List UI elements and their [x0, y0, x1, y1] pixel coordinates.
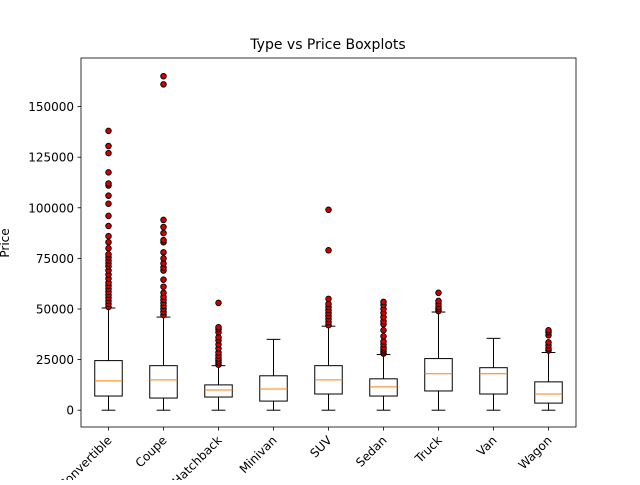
outlier-point: [160, 223, 167, 231]
box-iqr: [424, 358, 453, 392]
outlier-point: [380, 326, 387, 334]
outlier-point: [105, 251, 112, 258]
outlier-point: [105, 127, 112, 135]
outlier-point: [105, 142, 112, 150]
outlier-point: [105, 169, 112, 176]
x-tick-label: Sedan: [353, 433, 389, 469]
x-tick-label: Wagon: [516, 433, 555, 472]
box-truck: [424, 289, 453, 411]
x-tick-label: Van: [474, 433, 500, 459]
y-tick-label: 125000: [28, 151, 74, 165]
x-tick-label: SUV: [307, 433, 335, 461]
box-hatchback: [204, 299, 233, 411]
box-iqr: [534, 381, 563, 404]
y-tick-label: 75000: [36, 252, 74, 266]
outlier-point: [105, 149, 112, 157]
y-tick-label: 100000: [28, 201, 74, 215]
outlier-point: [160, 249, 167, 256]
box-wagon: [534, 326, 563, 411]
x-tick-label: Hatchback: [170, 433, 225, 480]
outlier-point: [105, 200, 112, 207]
outlier-point: [105, 192, 112, 199]
box-van: [479, 337, 508, 411]
outlier-point: [160, 229, 167, 237]
plot-area: 0 25000 50000 75000 100000 125000 150000 Conver…: [28, 57, 577, 480]
outlier-point: [105, 180, 112, 187]
box-iqr: [369, 378, 398, 397]
outlier-point: [105, 238, 112, 246]
box-iqr: [479, 367, 508, 395]
chart-title: Type vs Price Boxplots: [249, 37, 405, 53]
x-tick-label: Truck: [412, 433, 445, 466]
outlier-point: [545, 339, 552, 346]
box-iqr: [94, 360, 123, 397]
outlier-point: [160, 81, 167, 88]
outlier-point: [380, 298, 387, 306]
outlier-point: [160, 276, 167, 283]
outlier-point: [105, 212, 112, 220]
outlier-point: [325, 206, 332, 214]
outlier-point: [160, 289, 167, 297]
box-iqr: [259, 375, 288, 402]
x-tick-label: Minivan: [237, 433, 280, 476]
box-minivan: [259, 338, 288, 411]
outlier-point: [380, 333, 387, 340]
outlier-point: [105, 232, 112, 240]
box-iqr: [204, 384, 233, 398]
box-convertible: [94, 127, 123, 411]
outlier-point: [160, 283, 167, 290]
outlier-point: [160, 255, 167, 262]
box-suv: [314, 206, 343, 411]
outlier-point: [325, 247, 332, 254]
outlier-point: [105, 245, 112, 252]
outlier-point: [160, 236, 167, 244]
y-tick-label: 150000: [28, 100, 74, 114]
outlier-point: [215, 323, 222, 331]
outlier-point: [435, 297, 442, 305]
y-tick-label: 0: [66, 404, 74, 418]
x-tick-label: Convertible: [56, 433, 115, 480]
box-iqr: [149, 365, 178, 399]
plot-frame: [80, 57, 577, 428]
outlier-point: [105, 222, 112, 230]
y-axis-label: Price: [0, 228, 12, 257]
box-coupe: [149, 72, 178, 411]
outlier-point: [545, 326, 552, 334]
y-tick-label: 50000: [36, 302, 74, 316]
outlier-point: [160, 72, 167, 80]
x-tick-label: Coupe: [133, 433, 170, 470]
outlier-point: [325, 295, 332, 303]
box-sedan: [369, 298, 398, 411]
outlier-point: [215, 299, 222, 307]
outlier-point: [160, 216, 167, 224]
y-tick-label: 25000: [36, 353, 74, 367]
outlier-point: [435, 289, 442, 297]
